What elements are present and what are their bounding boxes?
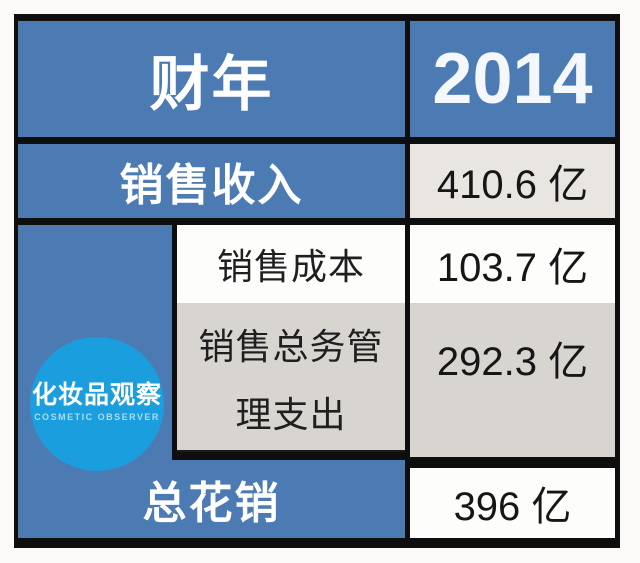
cost-value: 103.7 亿 <box>436 246 589 290</box>
financial-table: 财年 2014 销售收入 410.6 亿 销售成本 103.7 亿 销售总务管 … <box>14 14 620 548</box>
revenue-label-cell: 销售收入 <box>18 144 405 218</box>
sga-label-cell: 销售总务管 理支出 <box>177 303 405 452</box>
sga-label-line2: 理支出 <box>235 394 347 435</box>
cost-label: 销售成本 <box>216 246 365 287</box>
revenue-value: 410.6 亿 <box>436 163 589 207</box>
header-year-label: 财年 <box>149 50 274 118</box>
sga-label-line1: 销售总务管 <box>198 326 384 367</box>
sga-value-cell: 292.3 亿 <box>410 303 615 457</box>
total-label: 总花销 <box>142 479 281 528</box>
header-year-value: 2014 <box>432 39 593 119</box>
header-year-value-cell: 2014 <box>410 21 615 137</box>
total-value-cell: 396 亿 <box>410 468 615 538</box>
total-value: 396 亿 <box>453 485 572 529</box>
cosmetic-observer-logo: 化妆品观察 COSMETIC OBSERVER <box>30 337 164 471</box>
total-label-cell: 总花销 <box>18 460 405 538</box>
cost-value-cell: 103.7 亿 <box>410 225 615 303</box>
logo-subtitle: COSMETIC OBSERVER <box>34 412 160 422</box>
logo-title: 化妆品观察 <box>31 381 162 409</box>
sga-value: 292.3 亿 <box>436 340 589 384</box>
revenue-label: 销售收入 <box>119 161 304 210</box>
cost-label-cell: 销售成本 <box>177 225 405 303</box>
header-year-cell: 财年 <box>18 21 405 137</box>
revenue-value-cell: 410.6 亿 <box>410 144 615 218</box>
